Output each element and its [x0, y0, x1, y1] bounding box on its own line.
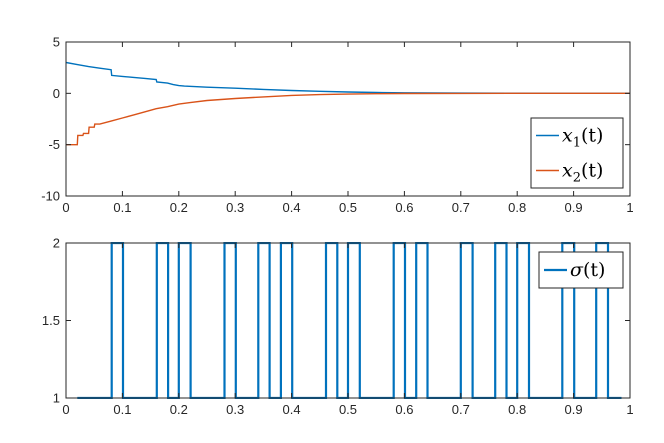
legend: x1(t)x2(t) [530, 117, 624, 189]
x-tick-label: 0.8 [508, 200, 526, 215]
x-tick-label: 0 [62, 200, 69, 215]
x-tick-label: 0.3 [226, 402, 244, 417]
series-line-2 [66, 92, 630, 146]
x-tick-label: 0.7 [452, 200, 470, 215]
legend-box [530, 117, 624, 189]
legend-label: x1(t) [562, 125, 603, 151]
y-tick-label: -5 [48, 137, 60, 152]
legend-label-argument: (t) [581, 160, 603, 182]
x-tick-label: 0.2 [170, 200, 188, 215]
x-tick-label: 1 [626, 402, 633, 417]
legend-label-argument: (t) [583, 259, 605, 281]
series-group [66, 61, 630, 146]
legend-label-subscript: 1 [573, 136, 581, 151]
y-tick-label: 2 [53, 236, 60, 251]
bottom-plot-sigma-switching: 0 0.1 0.2 0.3 0.4 0.5 0.6 0.7 0.8 0.9 1 1 1.5 2 σ(t) [42, 236, 634, 418]
x-tick-label: 0.2 [170, 402, 188, 417]
legend-label-argument: (t) [581, 125, 603, 147]
y-tick-label: 0 [53, 86, 60, 101]
x-tick-label: 0.6 [395, 402, 413, 417]
x-tick-label: 0.8 [508, 402, 526, 417]
x-tick-label: 0.7 [452, 402, 470, 417]
y-tick-label: 1.5 [42, 313, 60, 328]
series-line-1 [66, 61, 630, 94]
legend: σ(t) [538, 251, 624, 289]
x-tick-label: 0.1 [113, 200, 131, 215]
x-tick-label: 0.5 [339, 200, 357, 215]
x-tick-label: 0.4 [283, 402, 301, 417]
legend-label: σ(t) [570, 259, 605, 281]
legend-label-base: x [562, 125, 573, 147]
x-tick-label: 0 [62, 402, 69, 417]
x-tick-label: 0.6 [395, 200, 413, 215]
x-tick-label: 0.4 [283, 200, 301, 215]
y-tick-label: 1 [53, 391, 60, 406]
legend-label: x2(t) [562, 160, 603, 186]
legend-label-base: x [562, 160, 573, 182]
x-tick-label: 0.5 [339, 402, 357, 417]
y-tick-label: -10 [41, 189, 60, 204]
legend-label-base: σ [570, 259, 584, 281]
x-tick-label: 0.3 [226, 200, 244, 215]
x-tick-label: 0.9 [565, 402, 583, 417]
x-tick-label: 1 [626, 200, 633, 215]
y-tick-label: 5 [53, 35, 60, 50]
x-tick-label: 0.9 [565, 200, 583, 215]
x-tick-label: 0.1 [113, 402, 131, 417]
top-plot-x-states: 0 0.1 0.2 0.3 0.4 0.5 0.6 0.7 0.8 0.9 1-10-505x1(t… [41, 35, 633, 216]
legend-label-subscript: 2 [573, 171, 581, 186]
